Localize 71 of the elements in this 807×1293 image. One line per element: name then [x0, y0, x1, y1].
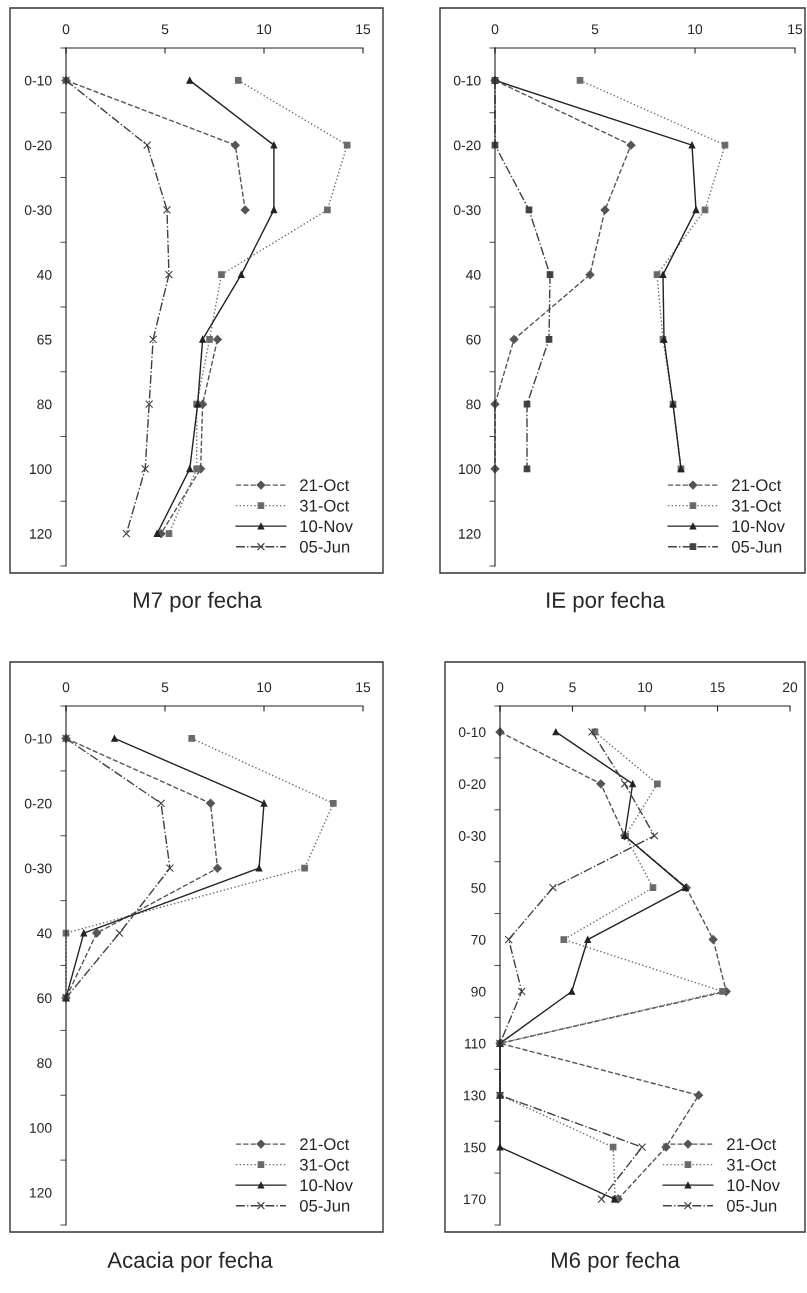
x-tick-label: 10 — [257, 682, 272, 693]
y-tick-label: 0-20 — [453, 140, 481, 151]
x-tick-label: 10 — [257, 24, 272, 35]
legend-label: 10-Nov — [727, 1179, 780, 1192]
x-tick-label: 15 — [710, 682, 725, 693]
y-tick-label: 0-30 — [453, 205, 481, 216]
y-tick-label: 0-10 — [458, 727, 486, 738]
legend-label: 10-Nov — [732, 520, 785, 533]
y-tick-label: 0-10 — [24, 75, 52, 86]
legend-label: 05-Jun — [299, 1199, 350, 1212]
y-tick-label: 120 — [459, 528, 481, 539]
x-tick-label: 15 — [356, 24, 371, 35]
legend-label: 21-Oct — [727, 1138, 777, 1151]
y-tick-label: 60 — [37, 993, 52, 1004]
text: Acacia por fecha — [107, 1251, 273, 1273]
text: M6 por fecha — [551, 1251, 680, 1273]
y-tick-label: 40 — [36, 269, 52, 280]
y-tick-label: 0-30 — [458, 831, 486, 841]
y-tick-label: 0-10 — [24, 733, 52, 744]
y-tick-label: 150 — [464, 1142, 486, 1153]
x-tick-label: 0 — [62, 682, 70, 693]
legend-label: 05-Jun — [731, 540, 782, 553]
x-tick-label: 15 — [356, 682, 371, 693]
legend-label: 10-Nov — [300, 1179, 353, 1192]
legend-label: 31-Oct — [731, 499, 782, 512]
y-tick-label: 65 — [37, 334, 52, 345]
y-tick-label: 80 — [466, 399, 481, 410]
x-tick-label: 0 — [491, 24, 499, 35]
y-tick-label: 60 — [466, 334, 481, 345]
x-tick-label: 5 — [161, 682, 169, 693]
y-tick-label: 0-20 — [24, 798, 52, 809]
y-tick-label: 100 — [30, 1123, 52, 1133]
y-tick-label: 120 — [30, 1187, 52, 1198]
y-tick-label: 80 — [37, 1058, 52, 1068]
y-tick-label: 90 — [471, 986, 486, 997]
y-tick-label: 110 — [465, 1038, 486, 1049]
y-tick-label: 100 — [30, 464, 52, 475]
x-tick-label: 5 — [591, 24, 599, 35]
x-tick-label: 20 — [782, 682, 798, 693]
y-tick-label: 0-10 — [453, 75, 481, 86]
y-tick-label: 170 — [464, 1194, 486, 1205]
legend-label: 31-Oct — [299, 499, 350, 512]
y-tick-label: 50 — [471, 882, 486, 893]
text: IE por fecha — [547, 591, 665, 613]
y-tick-label: 100 — [459, 464, 481, 475]
y-tick-label: 70 — [471, 934, 486, 945]
legend-label: 21-Oct — [300, 479, 350, 492]
y-tick-label: 40 — [465, 269, 481, 280]
legend-label: 05-Jun — [299, 540, 350, 553]
legend-label: 10-Nov — [300, 520, 353, 533]
x-tick-label: 5 — [161, 24, 169, 35]
x-tick-label: 0 — [496, 682, 504, 693]
y-tick-label: 40 — [36, 928, 52, 939]
legend-label: 21-Oct — [300, 1138, 350, 1151]
y-tick-label: 0-20 — [24, 140, 52, 151]
y-tick-label: 0-20 — [458, 779, 486, 790]
y-tick-label: 120 — [30, 528, 52, 539]
y-tick-label: 0-30 — [24, 205, 52, 216]
x-tick-label: 10 — [638, 682, 653, 693]
text: M7 por fecha — [133, 591, 262, 613]
y-tick-label: 0-30 — [24, 863, 52, 874]
x-tick-label: 10 — [688, 24, 703, 35]
x-tick-label: 5 — [569, 682, 576, 693]
legend-label: 05-Jun — [726, 1199, 777, 1212]
x-tick-label: 0 — [62, 24, 70, 35]
x-tick-label: 15 — [788, 24, 803, 35]
legend-label: 21-Oct — [732, 479, 782, 492]
legend-label: 31-Oct — [299, 1158, 350, 1171]
y-tick-label: 80 — [37, 399, 52, 410]
y-tick-label: 130 — [464, 1090, 486, 1101]
legend-label: 31-Oct — [726, 1158, 777, 1171]
